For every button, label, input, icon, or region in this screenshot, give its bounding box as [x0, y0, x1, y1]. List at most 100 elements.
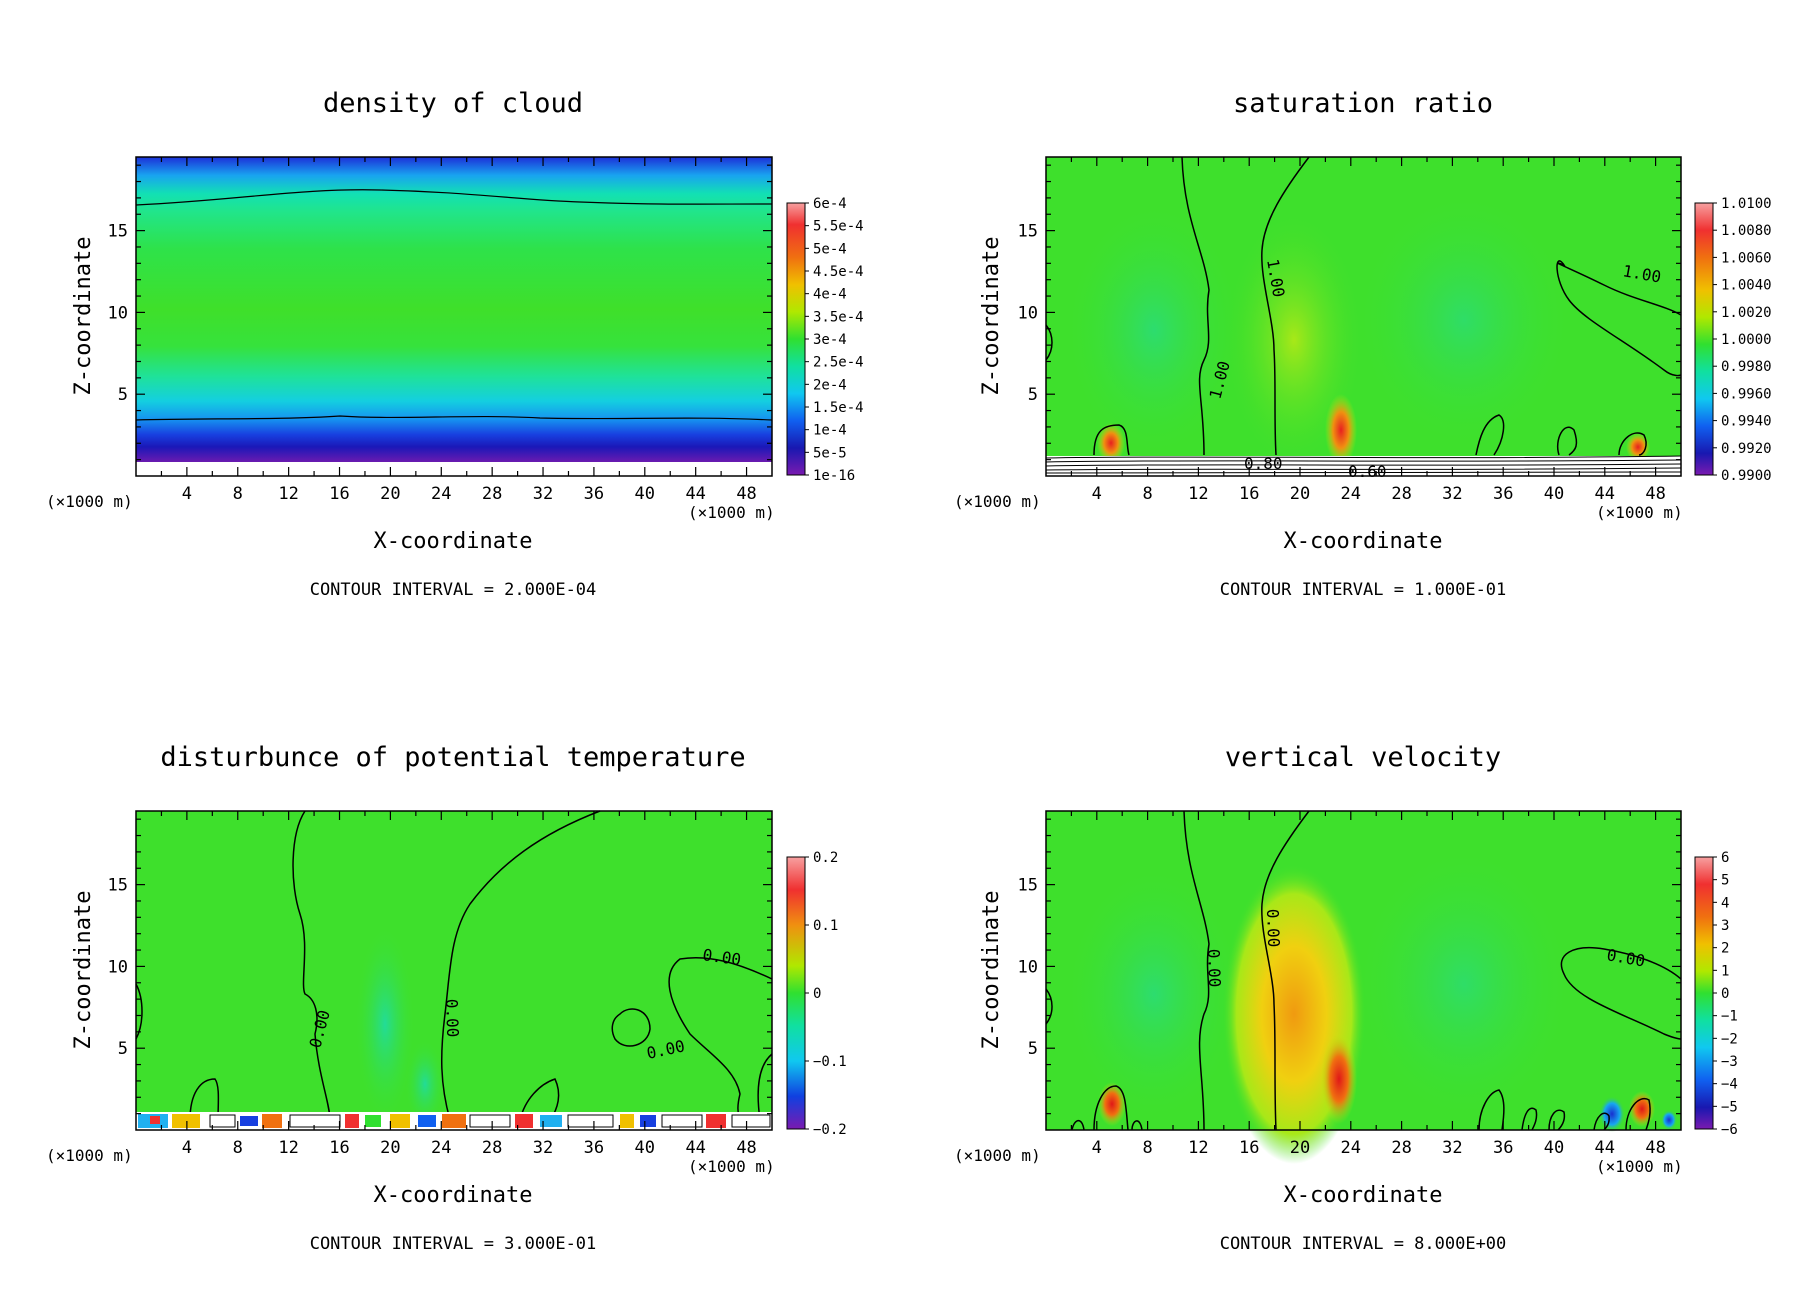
- contour-label: 0.00: [442, 998, 462, 1037]
- contour-zero-1: [292, 810, 331, 1121]
- x-unit-right: (×1000 m): [1596, 1157, 1683, 1176]
- panel-saturation-ratio: saturation ratio 4 8 12 16 20 24 28 32 36 40 44 48 …: [904, 0, 1808, 654]
- x-tick-label: 32: [1442, 1138, 1462, 1158]
- x-tick-label: 20: [1290, 484, 1310, 504]
- colorbar-label: 1.0020: [1721, 305, 1772, 321]
- field-hot-2: [1097, 423, 1125, 463]
- chart-vertical-velocity: vertical velocity 4 8 12 16 20 24 28 32 36 40 44 48…: [954, 742, 1738, 1254]
- chart-title: disturbunce of potential temperature: [160, 742, 745, 773]
- colorbar-label: 0.9920: [1721, 441, 1772, 457]
- field-hot-3: [1629, 1091, 1655, 1127]
- field-blue-2: [1661, 1110, 1677, 1130]
- ground-noise: [136, 1112, 772, 1130]
- x-tick-label: 4: [182, 1138, 192, 1158]
- x-tick-label: 48: [736, 484, 756, 504]
- colorbar-label: 3: [1721, 918, 1729, 934]
- contour-bump-4: [1618, 432, 1647, 456]
- colorbar-label: 2e-4: [813, 377, 847, 393]
- contour-zero-edge: [1045, 988, 1053, 1025]
- contour-zero-5: [135, 983, 143, 1040]
- x-unit-left: (×1000 m): [46, 1146, 133, 1165]
- x-tick-label: 40: [635, 484, 655, 504]
- colorbar-label: 4e-4: [813, 287, 847, 303]
- x-unit-right: (×1000 m): [688, 503, 775, 522]
- contour-upper: [135, 189, 773, 206]
- x-tick-label: 28: [1391, 1138, 1411, 1158]
- colorbar-label: −4: [1721, 1077, 1738, 1093]
- x-axis-label: X-coordinate: [1284, 1183, 1443, 1208]
- x-axis: 4 8 12 16 20 24 28 32 36 40 44 48: [1070, 157, 1666, 504]
- x-tick-label: 20: [380, 1138, 400, 1158]
- x-tick-label: 44: [685, 1138, 705, 1158]
- y-tick-label: 10: [108, 957, 128, 977]
- x-unit-right: (×1000 m): [1596, 503, 1683, 522]
- x-axis-label: X-coordinate: [374, 529, 533, 554]
- x-tick-label: 16: [1239, 484, 1259, 504]
- contour-interval: CONTOUR INTERVAL = 3.000E-01: [310, 1234, 597, 1254]
- colorbar-label: 0.9960: [1721, 386, 1772, 402]
- x-tick-label: 8: [233, 484, 243, 504]
- contour-zero-2: [441, 810, 601, 1121]
- contour-zero-7: [519, 1078, 560, 1121]
- plot-frame: [1045, 156, 1682, 477]
- field-blue-1: [1599, 1096, 1625, 1132]
- x-tick-label: 28: [482, 484, 502, 504]
- colorbar-label: 0.2: [813, 850, 838, 866]
- colorbar: [786, 856, 806, 1130]
- contour-label: 0.00: [1204, 948, 1224, 987]
- field-cyan-left: [1064, 864, 1244, 1124]
- x-axis: 4 8 12 16 20 24 28 32 36 40 44 48: [1070, 811, 1666, 1158]
- contour-bump-2: [1475, 414, 1505, 456]
- colorbar-label: −0.2: [813, 1122, 847, 1138]
- colorbar-label: 1.0000: [1721, 332, 1772, 348]
- x-unit-left: (×1000 m): [954, 1146, 1041, 1165]
- chart-saturation-ratio: saturation ratio 4 8 12 16 20 24 28 32 36 40 44 48 …: [954, 88, 1772, 600]
- field-blob-1: [355, 924, 415, 1124]
- x-tick-label: 24: [1341, 484, 1361, 504]
- chart-title: density of cloud: [323, 88, 583, 119]
- plot-frame: [1045, 810, 1682, 1131]
- colorbar-label: 0.9900: [1721, 468, 1772, 484]
- x-tick-label: 44: [1595, 1138, 1615, 1158]
- y-axis: 5 10 15: [1018, 818, 1681, 1115]
- contour-label: 0.00: [1263, 908, 1283, 947]
- x-tick-label: 44: [1595, 484, 1615, 504]
- y-tick-label: 15: [108, 222, 128, 242]
- x-tick-label: 4: [1092, 484, 1102, 504]
- chart-potential-temperature: disturbunce of potential temperature: [46, 742, 847, 1254]
- x-tick-label: 40: [1544, 484, 1564, 504]
- contour-label: 0.80: [1244, 454, 1283, 473]
- x-tick-label: 40: [635, 1138, 655, 1158]
- chart-density-of-cloud: density of cloud 4 8 12 16 20 24 28 32 36 40 44 48 …: [46, 88, 864, 600]
- y-tick-label: 10: [1018, 957, 1038, 977]
- x-tick-label: 36: [584, 484, 604, 504]
- colorbar-ticks: 0.2 0.1 0 −0.1 −0.2: [805, 850, 847, 1138]
- colorbar-label: 4.5e-4: [813, 264, 864, 280]
- chart-title: saturation ratio: [1233, 88, 1493, 119]
- colorbar-label: 0.9980: [1721, 359, 1772, 375]
- field-hot-2: [1098, 1082, 1126, 1126]
- contour-lower: [135, 415, 773, 421]
- x-tick-label: 28: [1391, 484, 1411, 504]
- colorbar-label: −3: [1721, 1054, 1738, 1070]
- y-tick-label: 15: [108, 876, 128, 896]
- panel-potential-temperature: disturbunce of potential temperature: [0, 654, 904, 1308]
- contour-1-00-right: [1556, 260, 1682, 377]
- plot-area: [136, 811, 772, 1130]
- y-tick-label: 15: [1018, 876, 1038, 896]
- x-tick-label: 16: [329, 484, 349, 504]
- x-tick-label: 12: [278, 484, 298, 504]
- x-axis: 4 8 12 16 20 24 28 32 36 40 44 48: [160, 811, 757, 1158]
- x-tick-label: 44: [685, 484, 705, 504]
- contour-zero-right: [1560, 947, 1682, 1040]
- x-tick-label: 12: [278, 1138, 298, 1158]
- x-tick-label: 32: [533, 484, 553, 504]
- contour-zero-center: [1261, 810, 1310, 1131]
- x-tick-label: 48: [1645, 484, 1665, 504]
- field-hot-3: [1626, 433, 1650, 461]
- x-unit-left: (×1000 m): [954, 492, 1041, 511]
- colorbar-label: −6: [1721, 1122, 1738, 1138]
- contour-bump-3: [1557, 426, 1578, 456]
- ground-bumps: [1071, 1085, 1651, 1131]
- x-unit-left: (×1000 m): [46, 492, 133, 511]
